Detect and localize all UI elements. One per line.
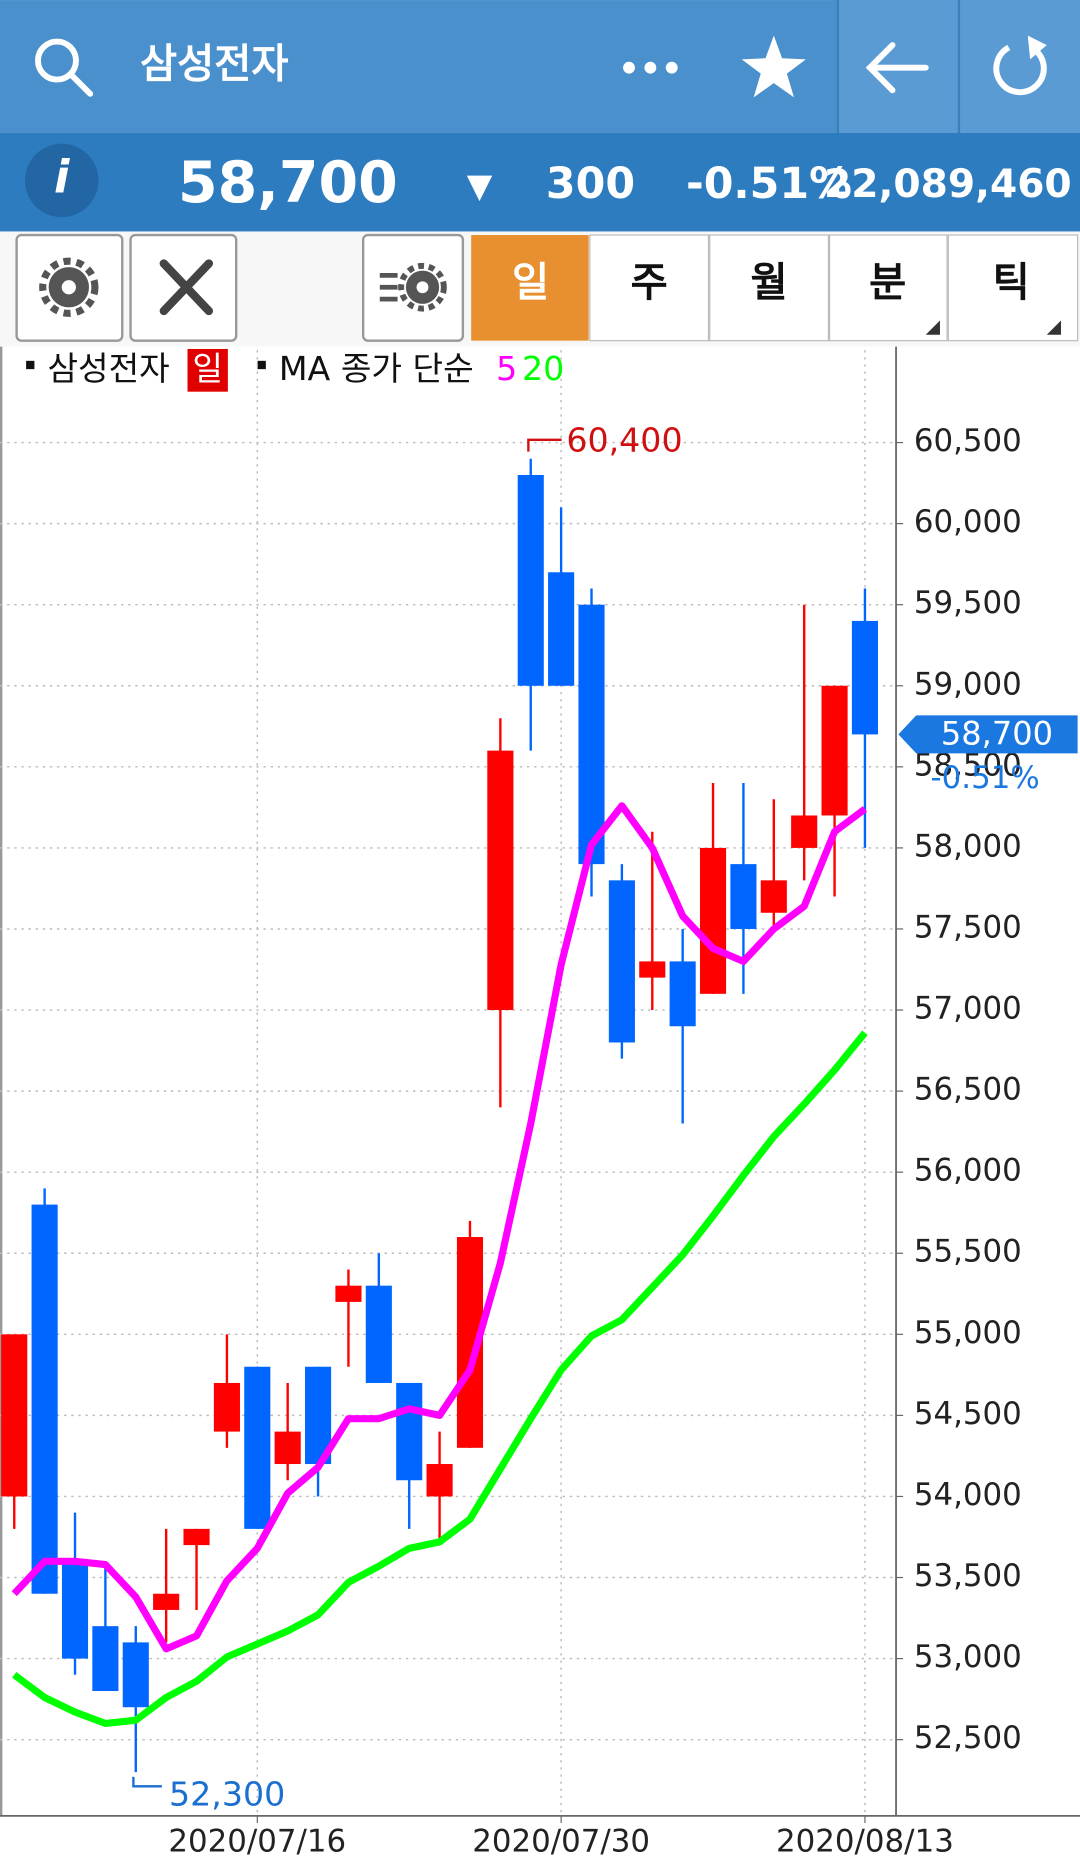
y-tick-label: 53,000 — [914, 1639, 1022, 1675]
last-change-label: -0.51% — [931, 760, 1040, 796]
legend-series: 5 — [496, 349, 517, 388]
info-icon: i — [54, 150, 70, 203]
candle-body — [1, 1334, 28, 1497]
y-tick-label: 60,500 — [914, 423, 1022, 459]
tab-bg[interactable] — [589, 234, 710, 342]
tab-label[interactable]: 일 — [512, 259, 549, 306]
tab-label[interactable]: 월 — [750, 259, 787, 306]
candle-body — [153, 1593, 180, 1610]
y-tick-label: 59,500 — [914, 585, 1022, 621]
x-tick-label: 2020/07/30 — [472, 1824, 650, 1860]
y-tick-label: 56,000 — [914, 1153, 1022, 1189]
settings-button[interactable] — [15, 233, 124, 342]
x-tick-label: 2020/07/16 — [168, 1824, 346, 1860]
candle-body — [396, 1382, 423, 1481]
y-tick-label: 55,500 — [914, 1234, 1022, 1270]
candle-body — [122, 1642, 149, 1708]
tab-label[interactable]: 주 — [631, 259, 668, 306]
candle-body — [213, 1382, 240, 1432]
min-arrow — [132, 1776, 162, 1788]
stock-title[interactable]: 삼성전자 — [140, 40, 288, 87]
y-tick-label: 53,500 — [914, 1558, 1022, 1594]
candle-body — [791, 815, 818, 848]
tools-button[interactable] — [129, 233, 238, 342]
max-label: 60,400 — [566, 421, 682, 460]
change: 300 — [546, 159, 635, 209]
y-tick-label: 57,000 — [914, 991, 1022, 1027]
candle-body — [365, 1285, 392, 1383]
candle-body — [487, 750, 514, 1011]
legend-series: 20 — [522, 349, 564, 388]
candle-body — [639, 961, 666, 978]
candle-body — [426, 1464, 453, 1497]
candle-body — [699, 847, 727, 994]
candle-body — [244, 1366, 271, 1529]
y-tick-label: 54,500 — [914, 1396, 1022, 1432]
info-button[interactable] — [24, 143, 99, 218]
last-price-tag — [898, 715, 1078, 754]
y-tick-label: 55,000 — [914, 1315, 1022, 1351]
price: 58,700 — [178, 150, 398, 216]
y-tick-label: 60,000 — [914, 504, 1022, 540]
candle-body — [335, 1285, 362, 1302]
period-tabs: 일 주 월 분 틱 — [471, 234, 1079, 342]
legend-ma: MA 종가 단순 — [279, 349, 474, 388]
back-icon[interactable] — [865, 42, 929, 94]
candle-body — [274, 1431, 301, 1465]
y-tick-label: 58,000 — [914, 828, 1022, 864]
y-tick-label: 59,000 — [914, 666, 1022, 702]
volume: 22,089,460 — [824, 162, 1072, 207]
favorite-icon[interactable] — [741, 35, 806, 98]
direction: ▼ — [467, 166, 493, 205]
max-arrow — [527, 438, 562, 452]
candle-body — [730, 864, 757, 929]
candle-body — [61, 1561, 89, 1659]
candle-body — [851, 620, 879, 735]
x-tick-label: 2020/08/13 — [776, 1824, 954, 1860]
indicator-settings-button[interactable] — [361, 233, 465, 342]
plot: 52,500 53,000 53,500 54,000 54,500 55,000 55,5… — [0, 350, 1078, 1860]
candle-body — [92, 1626, 119, 1692]
candle-body — [760, 880, 787, 913]
tab-bg[interactable] — [947, 234, 1079, 342]
candle-body — [669, 961, 696, 1027]
candle-body — [548, 572, 575, 686]
legend-name: 삼성전자 — [47, 349, 169, 388]
min-label: 52,300 — [169, 1774, 285, 1813]
tab-label[interactable]: 분 — [869, 259, 906, 306]
change-pct: -0.51% — [686, 159, 852, 209]
tab-bg-active[interactable] — [471, 235, 589, 341]
tab-bg[interactable] — [709, 234, 829, 342]
candle-body — [31, 1204, 58, 1594]
last-price-label: 58,700 — [941, 715, 1053, 753]
tab-bg[interactable] — [828, 234, 948, 342]
candle-body — [578, 604, 605, 865]
ma-line — [11, 802, 868, 1653]
search-icon[interactable] — [35, 38, 94, 97]
y-tick-label: 54,000 — [914, 1477, 1022, 1513]
legend-period: 일 — [192, 349, 223, 388]
refresh-icon[interactable] — [993, 35, 1047, 96]
candle-body — [517, 474, 544, 686]
y-tick-label: 57,500 — [914, 909, 1022, 945]
candle-body — [821, 685, 848, 816]
ma-line — [12, 1030, 868, 1728]
y-tick-label: 52,500 — [914, 1720, 1022, 1756]
tab-label[interactable]: 틱 — [993, 259, 1030, 306]
candle-body — [608, 880, 635, 1043]
quote-bar — [0, 132, 1080, 232]
y-tick-label: 56,500 — [914, 1072, 1022, 1108]
more-icon[interactable] — [623, 61, 678, 74]
candle-body — [183, 1528, 210, 1546]
